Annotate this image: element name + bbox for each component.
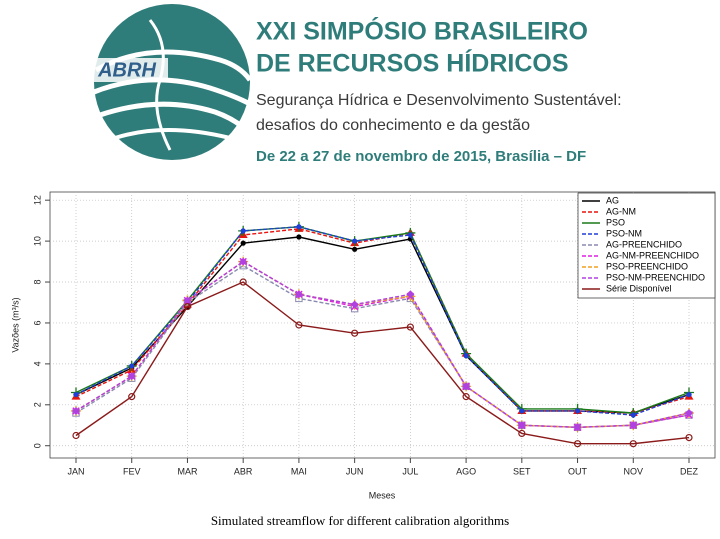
x-tick-label: ABR — [234, 466, 253, 476]
marker — [462, 382, 471, 391]
marker — [406, 323, 414, 331]
marker — [629, 421, 638, 430]
legend-label: PSO-NM — [606, 228, 642, 238]
marker — [183, 296, 192, 305]
date: De 22 a 27 de novembro de 2015, Brasília… — [256, 148, 586, 165]
marker — [573, 423, 582, 432]
marker — [72, 406, 80, 415]
marker — [574, 408, 581, 414]
series-line — [75, 264, 690, 429]
marker — [462, 393, 470, 401]
marker — [407, 232, 413, 238]
y-tick-label: 2 — [32, 402, 42, 407]
marker — [295, 321, 303, 329]
marker — [73, 391, 79, 398]
plot-frame — [49, 191, 716, 459]
caption: Simulated streamflow for different calib… — [211, 513, 509, 528]
legend-box — [577, 192, 716, 299]
y-tick-label: 6 — [32, 320, 42, 325]
logo: ABRH — [86, 4, 253, 160]
marker — [350, 300, 359, 309]
y-tick-label: 4 — [32, 361, 42, 366]
legend-label: AG-PREENCHIDO — [606, 239, 682, 249]
x-tick-label: OUT — [568, 466, 588, 476]
marker — [519, 408, 525, 414]
marker — [239, 278, 247, 286]
marker — [517, 421, 526, 430]
marker — [352, 238, 358, 244]
marker — [128, 393, 136, 401]
title-line: XXI SIMPÓSIO BRASILEIRO — [256, 16, 588, 46]
x-tick-label: MAI — [291, 466, 307, 476]
x-tick-label: SET — [513, 466, 531, 476]
x-tick-label: FEV — [123, 466, 141, 476]
subtitle-line: desafios do conhecimento e da gestão — [256, 117, 530, 134]
marker — [685, 408, 693, 417]
series-line — [75, 281, 690, 445]
legend-label: AG-NM-PREENCHIDO — [606, 250, 699, 260]
marker — [629, 440, 637, 448]
marker — [127, 372, 136, 381]
legend-label: AG — [606, 195, 619, 205]
logo-text: ABRH — [97, 59, 156, 81]
marker — [239, 257, 248, 266]
marker — [129, 363, 135, 369]
marker — [685, 433, 693, 442]
x-tick-label: JUN — [346, 466, 364, 476]
x-tick-label: MAR — [177, 466, 198, 476]
title-line: DE RECURSOS HÍDRICOS — [256, 49, 569, 78]
y-tick-label: 12 — [32, 195, 42, 205]
y-tick-label: 0 — [32, 443, 42, 448]
x-tick-label: NOV — [624, 466, 644, 476]
marker — [240, 240, 246, 246]
x-tick-label: AGO — [456, 466, 476, 476]
marker — [296, 224, 302, 230]
marker — [294, 290, 303, 299]
x-tick-label: JAN — [67, 466, 84, 476]
marker — [240, 228, 246, 234]
marker — [518, 429, 526, 438]
subtitle-line: Segurança Hídrica e Desenvolvimento Sust… — [256, 92, 622, 109]
legend-label: AG-NM — [606, 206, 636, 216]
y-axis-label: Vazões (m³/s) — [10, 297, 20, 352]
legend-label: PSO — [606, 217, 625, 227]
marker — [406, 290, 415, 299]
marker — [463, 353, 469, 359]
series-line — [75, 226, 690, 414]
marker — [630, 412, 636, 418]
marker — [573, 440, 582, 448]
y-tick-label: 8 — [32, 280, 42, 285]
marker — [72, 431, 80, 440]
x-axis-label: Meses — [369, 490, 396, 500]
legend: AGAG-NMPSOPSO-NMAG-PREENCHIDOAG-NM-PREEN… — [577, 192, 716, 299]
legend-label: Série Disponível — [606, 283, 672, 293]
marker — [183, 302, 192, 311]
marker — [686, 391, 692, 398]
legend-label: PSO-PREENCHIDO — [606, 261, 688, 271]
marker — [351, 329, 359, 337]
marker — [296, 234, 302, 240]
x-tick-label: JUL — [402, 466, 418, 476]
legend-label: PSO-NM-PREENCHIDO — [606, 272, 705, 282]
series-line — [75, 260, 690, 429]
x-tick-label: DEZ — [680, 466, 699, 476]
y-tick-label: 10 — [32, 236, 42, 246]
marker — [352, 246, 358, 252]
